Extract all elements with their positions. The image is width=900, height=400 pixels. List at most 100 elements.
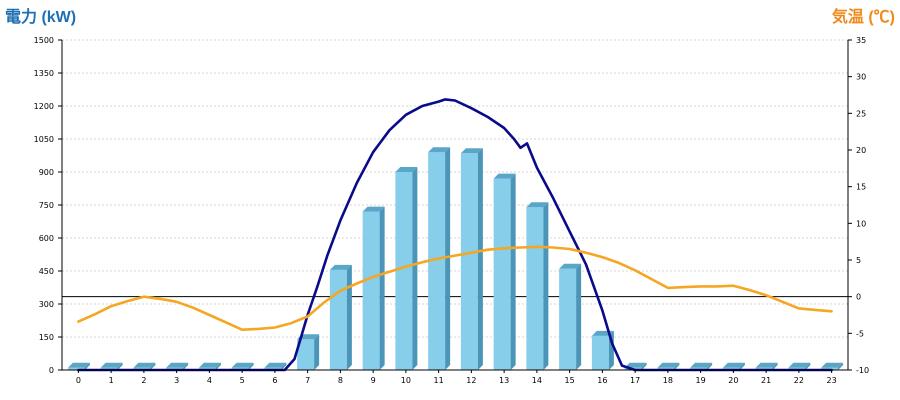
bar [559, 263, 582, 370]
bar [526, 202, 549, 370]
left-tick-label: 1500 [34, 36, 54, 45]
left-tick-label: 0 [49, 366, 54, 375]
x-tick-label: 17 [630, 376, 640, 385]
x-tick-label: 15 [565, 376, 575, 385]
bar [428, 147, 451, 370]
bar-top [526, 202, 549, 208]
x-tick-label: 3 [174, 376, 179, 385]
bar-front [526, 207, 544, 370]
bar-front [428, 152, 446, 370]
right-tick-label: 30 [856, 73, 866, 82]
bar-side [84, 362, 90, 370]
bar [395, 167, 418, 370]
x-tick-label: 2 [141, 376, 146, 385]
right-tick-label: 35 [856, 36, 866, 45]
bar-top [231, 362, 254, 368]
bar-side [772, 362, 778, 370]
bar [329, 264, 352, 370]
bar-side [281, 362, 287, 370]
right-tick-label: -5 [856, 329, 864, 338]
bar-top [395, 167, 418, 172]
bar-side [183, 362, 189, 370]
bar-top [460, 148, 483, 154]
x-tick-label: 11 [434, 376, 444, 385]
bar-side [576, 263, 582, 370]
bar-side [445, 147, 451, 370]
bar-top [755, 362, 778, 368]
temperature-line [77, 245, 833, 332]
bar-front [395, 172, 413, 370]
bar-top [493, 173, 516, 179]
bar-side [707, 362, 713, 370]
left-tick-label: 450 [39, 267, 54, 276]
x-tick-label: 8 [338, 376, 343, 385]
bar-side [412, 167, 418, 370]
right-tick-labels: -10 -5 0 5 10 15 20 25 30 35 [848, 36, 869, 375]
bar-side [477, 148, 483, 370]
power-line [77, 98, 833, 372]
x-tick-labels: 0 1 2 3 4 5 6 7 8 9 10 11 12 13 14 15 16 17 18 19 20 21 22 23 [76, 370, 837, 385]
x-tick-label: 0 [76, 376, 81, 385]
left-tick-label: 1050 [34, 135, 54, 144]
left-tick-label: 600 [39, 234, 54, 243]
x-tick-label: 5 [240, 376, 245, 385]
bar-top [624, 362, 647, 368]
x-tick-label: 22 [794, 376, 804, 385]
right-tick-label: -10 [856, 366, 869, 375]
x-tick-label: 13 [499, 376, 509, 385]
bar-top [166, 362, 189, 368]
bar [67, 362, 90, 370]
x-tick-label: 7 [305, 376, 310, 385]
right-axis-title: 気温 (℃) [832, 7, 895, 26]
x-tick-label: 6 [272, 376, 277, 385]
x-tick-label: 20 [728, 376, 738, 385]
bar-side [379, 206, 385, 370]
right-tick-label: 15 [856, 183, 866, 192]
bar-side [346, 264, 352, 370]
bar-top [362, 206, 385, 212]
bar-front [460, 153, 478, 370]
x-tick-label: 12 [466, 376, 476, 385]
bar-top [788, 362, 811, 368]
x-tick-label: 19 [696, 376, 706, 385]
bar-front [591, 335, 609, 370]
bar-top [198, 362, 221, 368]
bar [493, 173, 516, 370]
bar-side [543, 202, 549, 370]
bar-top [264, 362, 287, 368]
bar-series [67, 147, 844, 370]
left-tick-label: 900 [39, 168, 54, 177]
bar-side [510, 173, 516, 370]
bar-front [362, 211, 380, 370]
right-tick-label: 20 [856, 146, 866, 155]
bar-side [117, 362, 123, 370]
bar [362, 206, 385, 370]
x-tick-label: 18 [663, 376, 673, 385]
bar-top [428, 147, 451, 153]
bar-side [838, 362, 844, 370]
bar-front [493, 178, 511, 370]
bar-side [314, 334, 320, 370]
bar-side [739, 362, 745, 370]
bar-top [133, 362, 156, 368]
bar-front [559, 268, 577, 370]
bar-top [100, 362, 123, 368]
x-tick-label: 21 [761, 376, 771, 385]
x-tick-label: 4 [207, 376, 212, 385]
x-tick-label: 16 [597, 376, 607, 385]
x-tick-label: 1 [109, 376, 114, 385]
x-tick-label: 14 [532, 376, 542, 385]
x-tick-label: 10 [401, 376, 411, 385]
bar-top [67, 362, 90, 368]
bar-side [805, 362, 811, 370]
bar-top [690, 362, 713, 368]
bar [460, 148, 483, 370]
bar-top [821, 362, 844, 368]
bar-side [641, 362, 647, 370]
x-tick-label: 9 [371, 376, 376, 385]
bar [297, 334, 320, 370]
left-tick-label: 750 [39, 201, 54, 210]
bar-top [657, 362, 680, 368]
x-tick-label: 23 [827, 376, 837, 385]
